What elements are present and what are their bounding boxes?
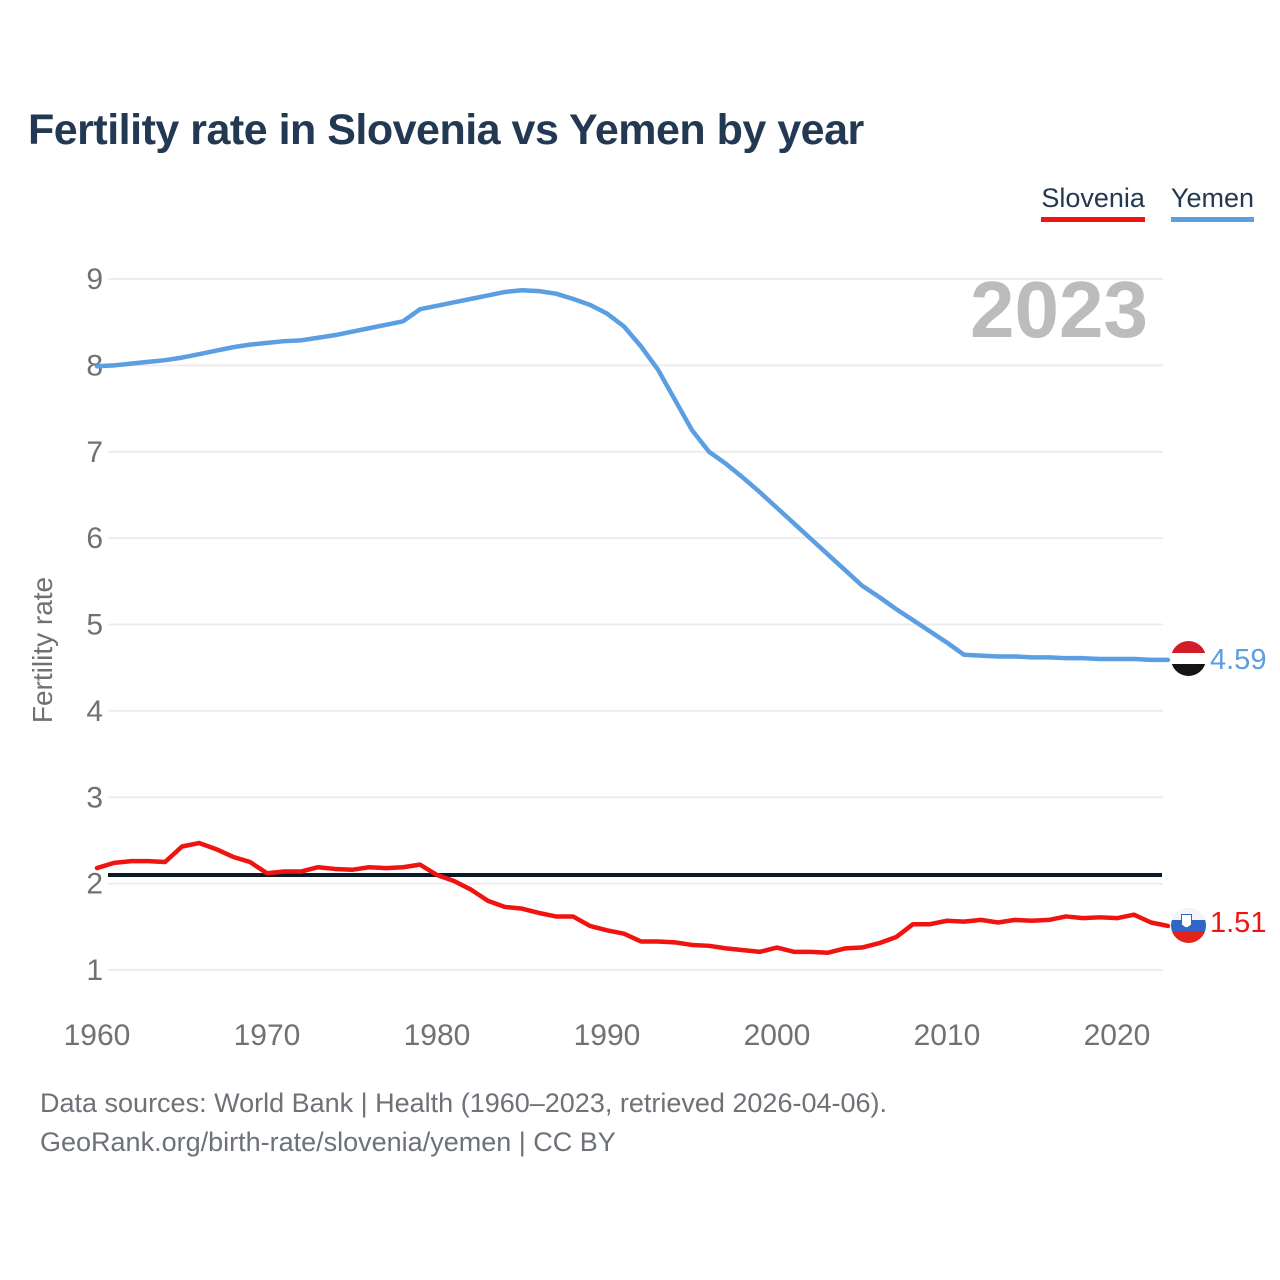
legend-item-yemen[interactable]: Yemen xyxy=(1170,184,1254,223)
y-tick-label: 9 xyxy=(86,263,103,296)
y-tick-label: 5 xyxy=(86,609,103,642)
x-tick-label: 2020 xyxy=(1084,1019,1151,1052)
x-tick-label: 1980 xyxy=(404,1019,471,1052)
legend-item-slovenia[interactable]: Slovenia xyxy=(1041,184,1145,223)
y-tick-label: 8 xyxy=(86,349,103,382)
y-tick-label: 6 xyxy=(86,522,103,555)
y-tick-label: 1 xyxy=(86,954,103,987)
x-tick-label: 1990 xyxy=(574,1019,641,1052)
year-watermark: 2023 xyxy=(970,265,1148,354)
y-tick-label: 3 xyxy=(86,781,103,814)
yemen-end-value: 4.59 xyxy=(1210,644,1267,676)
y-tick-label: 4 xyxy=(86,695,103,728)
footer-attribution: GeoRank.org/birth-rate/slovenia/yemen | … xyxy=(40,1127,616,1157)
y-axis-title: Fertility rate xyxy=(27,577,58,723)
x-tick-label: 1960 xyxy=(64,1019,131,1052)
y-tick-label: 2 xyxy=(86,868,103,901)
y-tick-label: 7 xyxy=(86,436,103,469)
yemen-flag-icon xyxy=(1171,641,1206,676)
series-line-slovenia xyxy=(94,840,1171,955)
x-tick-label: 2010 xyxy=(914,1019,981,1052)
x-tick-label: 2000 xyxy=(744,1019,811,1052)
chart-title: Fertility rate in Slovenia vs Yemen by y… xyxy=(28,106,864,154)
x-tick-label: 1970 xyxy=(234,1019,301,1052)
footer: Data sources: World Bank | Health (1960–… xyxy=(40,1084,887,1162)
series-line-yemen xyxy=(94,287,1171,663)
slovenia-flag-icon xyxy=(1171,908,1206,943)
legend: Slovenia Yemen xyxy=(1041,184,1254,223)
slovenia-end-value: 1.51 xyxy=(1210,907,1267,939)
footer-sources: Data sources: World Bank | Health (1960–… xyxy=(40,1088,887,1118)
